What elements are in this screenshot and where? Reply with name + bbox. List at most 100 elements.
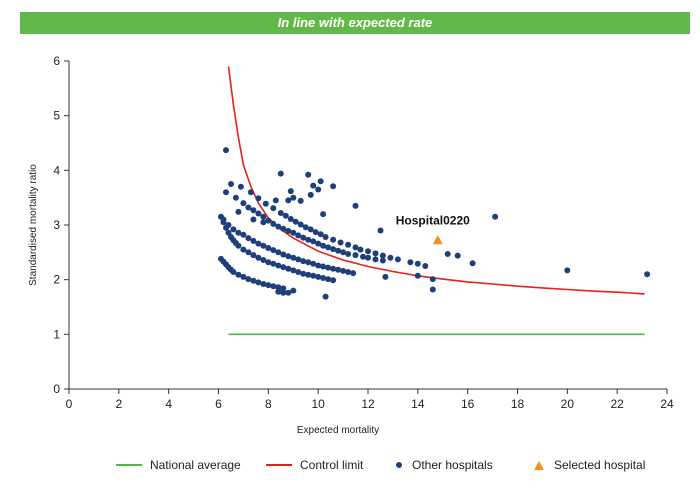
y-tick-label: 6 [53, 54, 60, 68]
hospital-point [240, 246, 247, 253]
hospital-point [265, 282, 272, 289]
x-tick-label: 4 [165, 397, 172, 411]
hospital-point [365, 254, 371, 261]
hospital-point [232, 194, 239, 201]
hospital-point [240, 200, 247, 207]
hospital-point [340, 267, 347, 274]
hospital-point [237, 183, 244, 190]
legend-selected-hospital-label: Selected hospital [554, 458, 646, 472]
x-tick-label: 2 [115, 397, 122, 411]
hospital-point [250, 207, 257, 214]
hospital-point [280, 285, 287, 292]
hospital-point [285, 265, 292, 272]
hospital-point [305, 259, 312, 266]
hospital-point [240, 273, 247, 280]
hospital-point [305, 171, 312, 178]
y-tick-label: 0 [53, 382, 60, 396]
legend-item-national-average: National average [116, 458, 241, 472]
hospital-point [330, 246, 337, 253]
legend: National average Control limit Other hos… [0, 458, 700, 478]
hospital-point [265, 259, 272, 266]
hospital-point [295, 232, 302, 239]
hospital-point [300, 234, 307, 241]
hospital-point [285, 197, 292, 204]
hospital-point [260, 281, 267, 287]
legend-national-average-swatch [116, 464, 142, 466]
x-tick-label: 20 [561, 397, 575, 411]
hospital-point [322, 293, 329, 300]
hospital-point [444, 251, 451, 257]
x-tick-label: 18 [511, 397, 525, 411]
y-tick-label: 1 [53, 327, 60, 341]
hospital-point [285, 253, 292, 260]
hospital-point [305, 236, 312, 243]
hospital-point [564, 267, 571, 274]
hospital-point [429, 276, 436, 283]
x-tick-label: 22 [610, 397, 624, 411]
hospital-point [330, 277, 337, 284]
hospital-point [330, 265, 337, 272]
hospital-point [325, 264, 332, 271]
hospital-point [422, 263, 429, 269]
hospital-point [292, 218, 299, 225]
hospital-point [394, 256, 401, 263]
hospital-point [250, 277, 257, 284]
control-limit-line [227, 66, 645, 295]
hospital-point [414, 272, 421, 279]
x-tick-label: 24 [660, 397, 674, 411]
hospital-point [315, 186, 322, 193]
hospital-point [235, 208, 242, 215]
hospital-point [223, 147, 229, 154]
hospital-point [379, 252, 386, 259]
hospital-point [330, 236, 337, 243]
hospital-point [235, 229, 242, 236]
hospital-point [317, 178, 324, 185]
hospital-point [320, 242, 327, 249]
hospital-point [220, 216, 227, 223]
y-tick-label: 5 [53, 109, 60, 123]
hospital-point [280, 289, 287, 296]
hospital-point [302, 224, 309, 231]
hospital-point [365, 248, 371, 255]
hospital-point [310, 238, 317, 245]
hospital-point [352, 252, 359, 259]
hospital-point [270, 283, 277, 290]
hospital-point [277, 210, 284, 216]
hospital-point [317, 231, 324, 238]
hospital-point [335, 247, 342, 254]
hospital-point [644, 271, 651, 278]
hospital-point [280, 264, 287, 271]
hospital-point [305, 271, 312, 278]
hospital-point [407, 259, 414, 266]
legend-selected-hospital-marker [534, 460, 544, 470]
hospital-point [377, 227, 384, 234]
hospital-point [335, 266, 342, 273]
hospital-point [300, 258, 307, 265]
hospital-point [280, 251, 287, 258]
hospital-point [255, 254, 262, 261]
hospital-point [290, 287, 297, 294]
hospital-point [287, 216, 294, 222]
status-banner: In line with expected rate [20, 12, 690, 34]
hospital-point [492, 213, 499, 220]
hospital-point [250, 237, 257, 244]
y-tick-label: 2 [53, 273, 60, 287]
hospital-point [275, 249, 282, 256]
hospital-point [290, 267, 297, 274]
selected-hospital-label: Hospital0220 [396, 213, 470, 227]
hospital-point [260, 257, 267, 263]
hospital-point [270, 247, 277, 254]
x-tick-label: 12 [361, 397, 375, 411]
hospital-point [265, 245, 272, 251]
hospital-point [270, 260, 277, 267]
hospital-point [250, 252, 257, 259]
hospital-point [290, 254, 297, 261]
hospital-point [245, 249, 252, 256]
x-tick-label: 0 [66, 397, 73, 411]
hospital-point [260, 213, 267, 220]
hospital-point [297, 221, 304, 228]
hospital-point [320, 211, 327, 218]
hospital-point [230, 269, 237, 275]
hospital-point [345, 241, 352, 248]
